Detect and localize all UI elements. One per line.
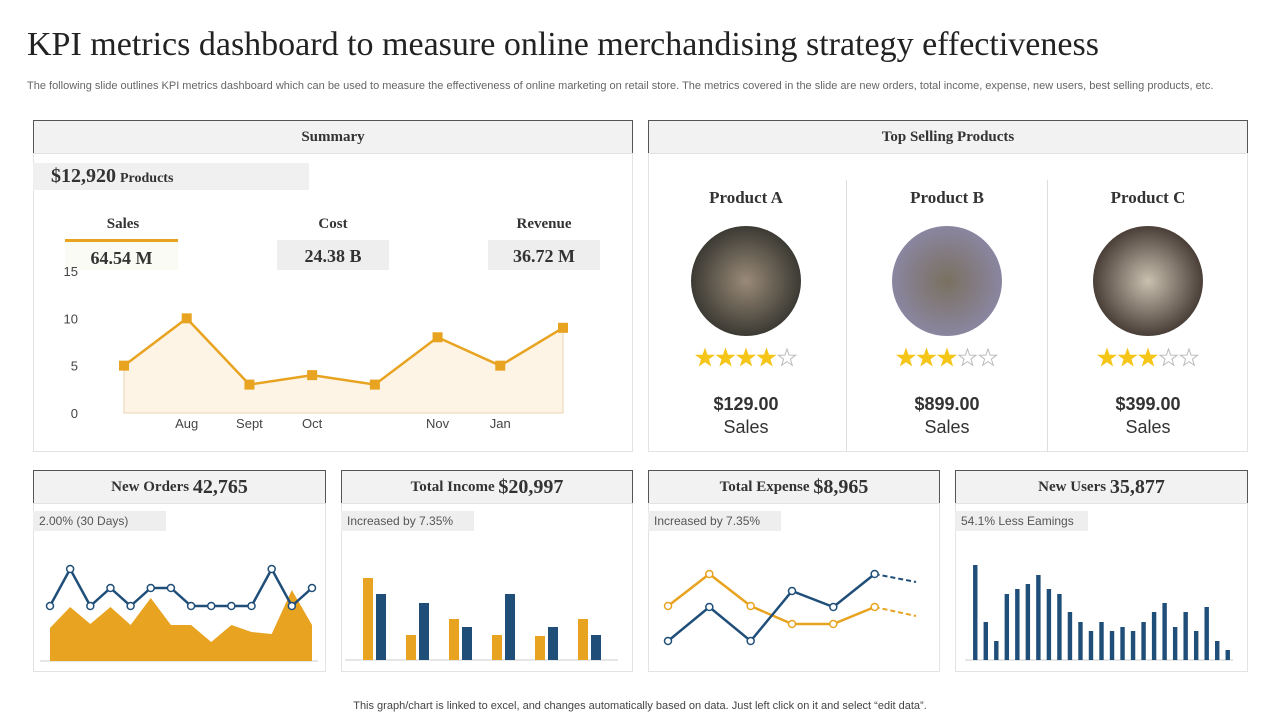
product-price: $399.00	[1115, 394, 1181, 414]
kpi-label: Revenue	[516, 216, 572, 232]
card-note: Increased by 7.35%	[341, 511, 474, 531]
card-value: $20,997	[498, 475, 564, 498]
card-header: New Users 35,877	[955, 470, 1248, 504]
card-panel	[955, 503, 1248, 672]
card-title: New Orders	[111, 478, 190, 495]
card-value: 35,877	[1109, 475, 1165, 498]
product-name: Product B	[910, 188, 984, 207]
card-title: Total Expense	[719, 478, 810, 495]
divider	[1047, 180, 1048, 452]
card-value: $8,965	[813, 475, 869, 498]
card-note: 2.00% (30 Days)	[33, 511, 166, 531]
card-note: Increased by 7.35%	[648, 511, 781, 531]
top-selling-panel	[648, 153, 1248, 452]
card-title: Total Income	[410, 478, 495, 495]
product-price: $129.00	[713, 394, 779, 414]
card-panel	[33, 503, 326, 672]
summary-total: $12,920 Products	[33, 163, 309, 190]
product-price: $899.00	[914, 394, 980, 414]
product-price-label: Sales	[723, 417, 769, 437]
kpi-value: 36.72 M	[488, 240, 600, 270]
card-panel	[648, 503, 940, 672]
card-header: Total Income $20,997	[341, 470, 633, 504]
kpi-label: Cost	[318, 216, 348, 232]
total-label: Products	[120, 171, 174, 186]
card-value: 42,765	[192, 475, 248, 498]
footer: This graph/chart is linked to excel, and…	[353, 700, 927, 712]
card-panel	[341, 503, 633, 672]
product-price-label: Sales	[924, 417, 970, 437]
product-name: Product C	[1110, 188, 1186, 207]
card-header: Total Expense $8,965	[648, 470, 940, 504]
kpi-value: 64.54 M	[65, 239, 178, 270]
kpi-value: 24.38 B	[277, 240, 389, 270]
top-selling-header: Top Selling Products	[648, 120, 1248, 154]
summary-panel	[33, 153, 633, 452]
subtitle: The following slide outlines KPI metrics…	[27, 80, 1214, 92]
summary-header: Summary	[33, 120, 633, 154]
card-title: New Users	[1038, 478, 1107, 495]
card-header: New Orders 42,765	[33, 470, 326, 504]
product-price-label: Sales	[1125, 417, 1171, 437]
product-name: Product A	[709, 188, 783, 207]
divider	[846, 180, 847, 452]
title: KPI metrics dashboard to measure online …	[27, 26, 1099, 63]
card-note: 54.1% Less Eamings	[955, 511, 1088, 531]
kpi-label: Sales	[106, 216, 140, 232]
total-value: $12,920	[51, 165, 116, 187]
